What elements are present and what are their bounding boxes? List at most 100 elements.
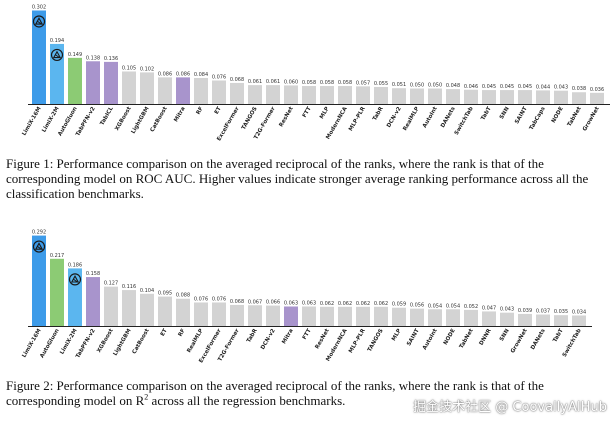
tick-label: LimiX-2M	[59, 328, 78, 356]
tick-label: RF	[196, 106, 205, 116]
value-label: 0.054	[428, 303, 442, 309]
bar-t2g-former	[266, 85, 280, 104]
tick-label: FTT	[302, 106, 313, 119]
tick-label: DCN-v2	[386, 106, 403, 129]
value-label: 0.044	[536, 84, 550, 90]
value-label: 0.186	[68, 262, 82, 268]
tick-label: DCN-v2	[260, 328, 277, 351]
bar-lightgbm	[122, 290, 136, 326]
value-label: 0.105	[122, 65, 136, 71]
bar-t2g-former	[230, 304, 244, 326]
bar-mitra	[176, 77, 190, 104]
value-label: 0.059	[392, 302, 406, 308]
value-label: 0.067	[248, 299, 262, 305]
value-label: 0.034	[572, 309, 586, 315]
value-label: 0.045	[482, 84, 496, 90]
value-label: 0.058	[320, 80, 334, 86]
tick-label: ET	[160, 328, 169, 338]
value-label: 0.194	[50, 38, 64, 44]
tick-label: ET	[214, 106, 223, 116]
tick-label: Mitra	[173, 106, 187, 123]
value-label: 0.048	[446, 83, 460, 89]
tick-label: TabNet	[459, 328, 475, 350]
tick-label: RF	[178, 328, 187, 338]
tick-label: DNNR	[479, 327, 494, 346]
tick-label: SAINT	[406, 328, 421, 347]
bar-dnnr	[482, 311, 496, 326]
bar-mlp	[320, 86, 334, 104]
value-label: 0.060	[284, 79, 298, 85]
value-label: 0.063	[284, 300, 298, 306]
value-label: 0.136	[104, 56, 118, 62]
tick-label: TabPFN-v2	[75, 106, 97, 138]
bar-mlp	[392, 307, 406, 326]
value-label: 0.058	[302, 80, 316, 86]
bar-snn	[500, 312, 514, 326]
bar-et	[158, 296, 172, 326]
tick-label: FTT	[302, 328, 313, 341]
bar-tabt	[554, 315, 568, 326]
value-label: 0.051	[392, 82, 406, 88]
value-label: 0.035	[554, 309, 568, 315]
figure-1-chart: 0.302 LimiX-16M 0.194 LimiX-2M 0.149 AutoGluo…	[0, 0, 615, 150]
value-label: 0.076	[194, 296, 208, 302]
value-label: 0.088	[176, 293, 190, 299]
value-label: 0.054	[446, 303, 460, 309]
bar-xgboost	[122, 71, 136, 104]
bar-xgboost	[104, 286, 118, 326]
value-label: 0.138	[86, 55, 100, 61]
bar-resnet	[284, 85, 298, 104]
bar-dcn-v2	[392, 88, 406, 104]
value-label: 0.058	[338, 80, 352, 86]
bar-ftt	[302, 306, 316, 326]
bar-tabpfn-v2	[86, 277, 100, 326]
tick-label: GrowNet	[510, 328, 529, 355]
tick-label: TabNet	[567, 106, 583, 128]
bar-limix-2m	[68, 268, 82, 326]
value-label: 0.062	[356, 301, 370, 307]
limix-logo-icon	[32, 15, 46, 28]
value-label: 0.056	[410, 303, 424, 309]
tick-label: SwitchTab	[562, 328, 583, 358]
bar-tabcaps	[536, 90, 550, 104]
bar-tangos	[248, 85, 262, 104]
tick-label: ResNet	[278, 106, 294, 129]
value-label: 0.036	[590, 87, 604, 93]
limix-logo-icon	[32, 240, 46, 253]
bar-catboost	[140, 293, 154, 326]
value-label: 0.063	[302, 300, 316, 306]
bar-node	[446, 309, 460, 326]
tick-label: GrowNet	[582, 106, 601, 133]
bar-switchtab	[572, 315, 586, 326]
bar-catboost	[158, 77, 172, 104]
value-label: 0.062	[320, 301, 334, 307]
bar-mitra	[284, 306, 298, 326]
bar-resnet	[320, 306, 334, 326]
bar-autogluon	[68, 57, 82, 104]
bar-saint	[410, 308, 424, 326]
tick-label: LimiX-16M	[21, 106, 42, 137]
bar-autoint	[428, 88, 442, 104]
bar-danets	[446, 89, 460, 104]
tick-label: SwitchTab	[454, 106, 475, 136]
value-label: 0.292	[32, 230, 46, 236]
value-label: 0.055	[374, 81, 388, 87]
tick-label: MLP-PLR	[348, 327, 367, 354]
value-label: 0.127	[104, 281, 118, 287]
r-squared-superscript: 2	[144, 392, 149, 402]
value-label: 0.086	[176, 71, 190, 77]
bar-rf	[194, 77, 208, 104]
value-label: 0.062	[338, 301, 352, 307]
limix-logo-icon	[50, 48, 64, 62]
value-label: 0.068	[230, 299, 244, 305]
bar-autoint	[428, 309, 442, 326]
tick-label: LimiX-2M	[41, 106, 60, 134]
bar-tabr	[374, 86, 388, 104]
value-label: 0.158	[86, 271, 100, 277]
tick-label: RealMLP	[402, 106, 420, 132]
limix-logo-icon	[68, 273, 82, 286]
tick-label: TANGOS	[241, 106, 259, 131]
bar-modernnca	[338, 306, 352, 326]
value-label: 0.038	[572, 86, 586, 92]
value-label: 0.095	[158, 291, 172, 297]
